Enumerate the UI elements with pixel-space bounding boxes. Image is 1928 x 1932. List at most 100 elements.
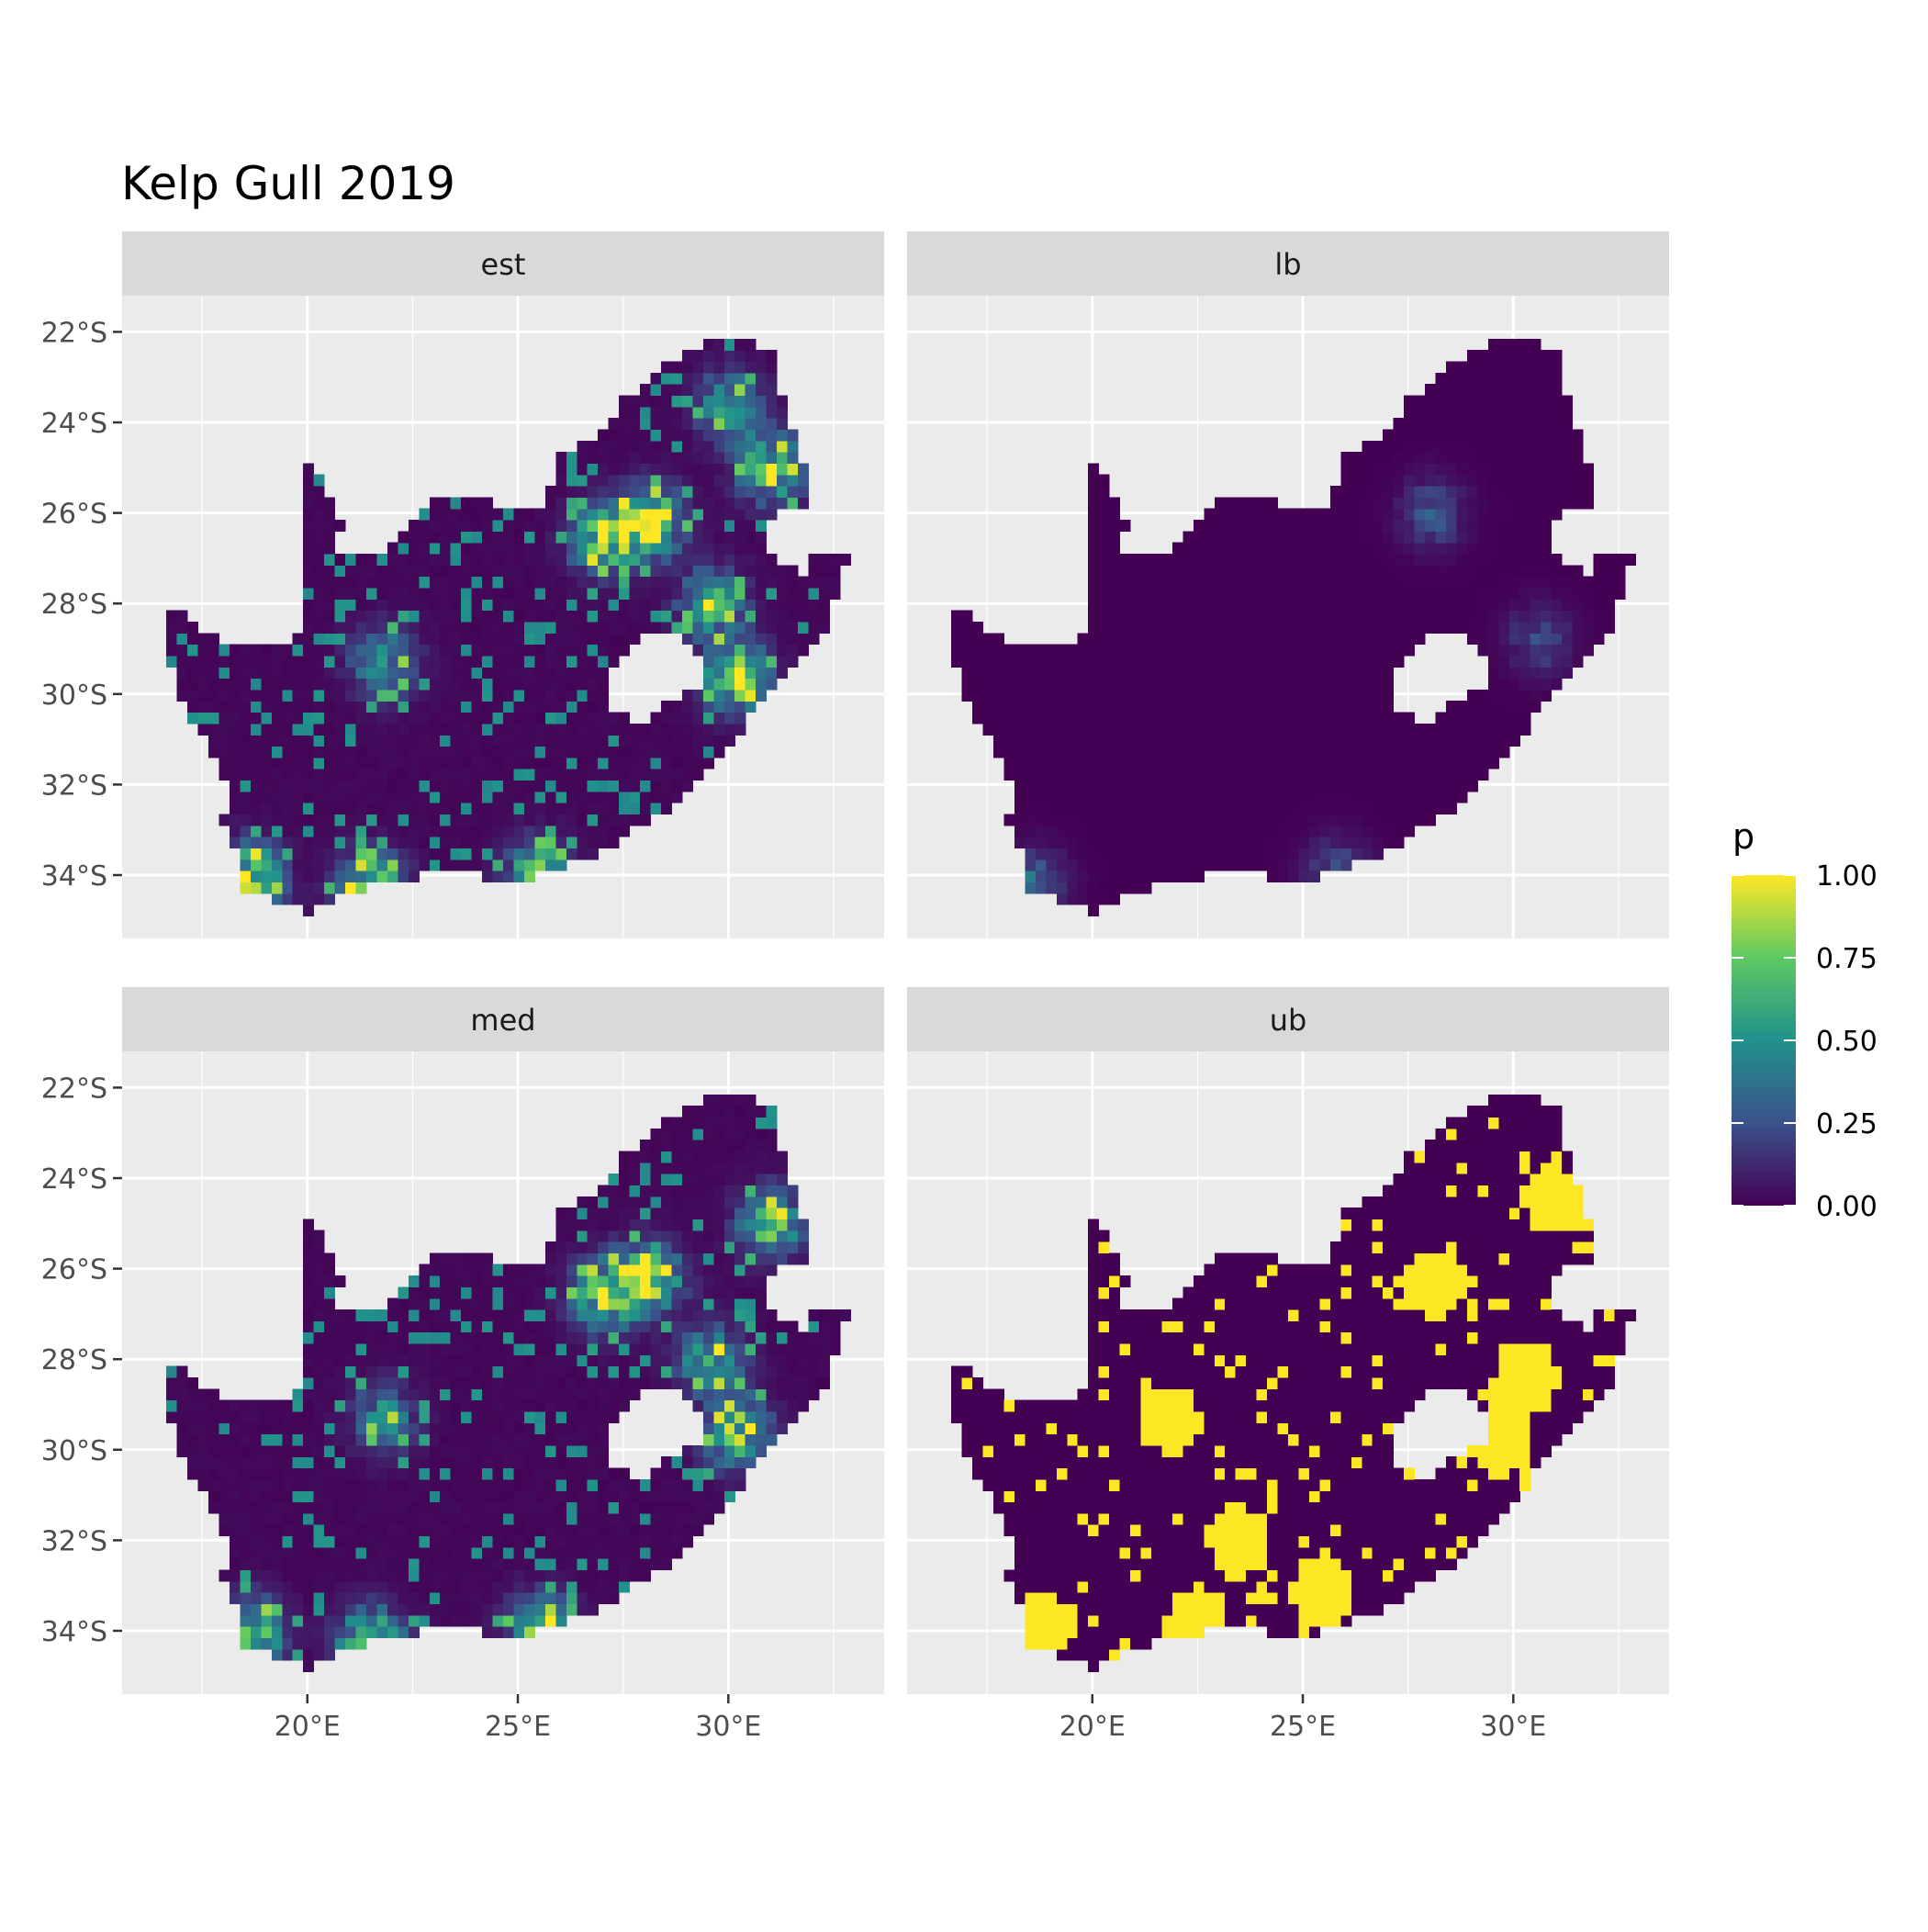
raster-cell	[503, 1422, 514, 1434]
raster-cell	[724, 588, 735, 600]
raster-cell	[387, 1343, 398, 1355]
raster-cell	[240, 1468, 251, 1480]
raster-cell	[472, 1581, 483, 1593]
raster-cell	[356, 679, 367, 691]
raster-cell	[230, 1422, 241, 1434]
raster-cell	[366, 645, 377, 657]
raster-cell	[1498, 509, 1509, 521]
raster-cell	[1278, 588, 1289, 600]
raster-cell	[619, 622, 630, 634]
raster-cell	[1067, 656, 1078, 668]
raster-cell	[609, 531, 620, 543]
raster-cell	[1267, 792, 1278, 803]
raster-cell	[661, 1286, 672, 1298]
raster-cell	[545, 679, 556, 691]
raster-cell	[661, 577, 672, 589]
raster-cell	[324, 565, 335, 577]
raster-cell	[1204, 814, 1215, 826]
raster-cell	[430, 1434, 441, 1446]
raster-cell	[324, 1422, 335, 1434]
raster-cell	[1183, 724, 1194, 736]
raster-cell	[356, 871, 367, 882]
raster-cell	[713, 611, 724, 623]
raster-cell	[1288, 520, 1299, 532]
raster-cell	[398, 1479, 409, 1491]
raster-cell	[461, 1524, 472, 1536]
raster-cell	[356, 814, 367, 826]
raster-cell	[1067, 780, 1078, 792]
raster-cell	[208, 1411, 219, 1423]
raster-cell	[566, 611, 577, 623]
raster-cell	[962, 633, 973, 645]
raster-cell	[1541, 361, 1552, 373]
raster-cell	[682, 746, 693, 758]
raster-cell	[1562, 418, 1573, 430]
raster-cell	[472, 746, 483, 758]
raster-cell	[993, 746, 1004, 758]
raster-cell	[177, 622, 188, 634]
raster-cell	[1225, 509, 1236, 521]
raster-cell	[1309, 509, 1320, 521]
raster-cell	[609, 475, 620, 487]
raster-cell	[440, 622, 451, 634]
raster-cell	[1530, 701, 1541, 713]
raster-cell	[651, 452, 662, 464]
raster-cell	[692, 633, 703, 645]
raster-cell	[345, 792, 356, 803]
raster-cell	[282, 679, 293, 691]
raster-cell	[303, 1535, 314, 1547]
raster-cell	[1383, 645, 1394, 657]
raster-cell	[356, 758, 367, 769]
raster-cell	[324, 1377, 335, 1389]
raster-cell	[472, 1354, 483, 1366]
raster-cell	[756, 441, 767, 453]
raster-cell	[324, 701, 335, 713]
raster-cell	[566, 1309, 577, 1321]
raster-cell	[1541, 543, 1552, 555]
raster-cell	[261, 1445, 272, 1457]
raster-cell	[314, 792, 325, 803]
raster-cell	[219, 1422, 230, 1434]
raster-cell	[366, 826, 377, 837]
raster-cell	[1509, 531, 1520, 543]
raster-cell	[1552, 350, 1563, 362]
raster-cell	[534, 520, 545, 532]
raster-cell	[651, 463, 662, 475]
raster-cell	[1236, 724, 1247, 736]
raster-cell	[1246, 645, 1257, 657]
raster-cell	[482, 859, 493, 871]
raster-cell	[777, 407, 788, 419]
raster-cell	[555, 1569, 566, 1581]
raster-cell	[1530, 633, 1541, 645]
raster-cell	[1172, 792, 1183, 803]
raster-cell	[598, 1208, 609, 1219]
raster-cell	[398, 1592, 409, 1604]
raster-cell	[545, 1524, 556, 1536]
raster-cell	[1067, 758, 1078, 769]
raster-cell	[356, 1558, 367, 1570]
raster-cell	[513, 735, 524, 747]
raster-cell	[1340, 679, 1351, 691]
raster-cell	[630, 1219, 641, 1230]
raster-cell	[440, 1513, 451, 1525]
raster-cell	[788, 441, 799, 453]
raster-cell	[293, 656, 304, 668]
raster-cell	[1552, 679, 1563, 691]
raster-cell	[419, 1434, 430, 1446]
raster-cell	[734, 724, 745, 736]
raster-cell	[1078, 780, 1089, 792]
raster-cell	[356, 1569, 367, 1581]
raster-cell	[1309, 859, 1320, 871]
raster-cell	[1319, 645, 1330, 657]
raster-cell	[251, 780, 262, 792]
raster-cell	[451, 1581, 462, 1593]
raster-cell	[1204, 826, 1215, 837]
raster-cell	[545, 1501, 556, 1513]
raster-cell	[472, 1264, 483, 1276]
raster-cell	[387, 611, 398, 623]
raster-cell	[1130, 803, 1141, 814]
raster-cell	[513, 792, 524, 803]
raster-cell	[187, 701, 198, 713]
raster-cell	[671, 780, 682, 792]
raster-cell	[314, 1275, 325, 1287]
